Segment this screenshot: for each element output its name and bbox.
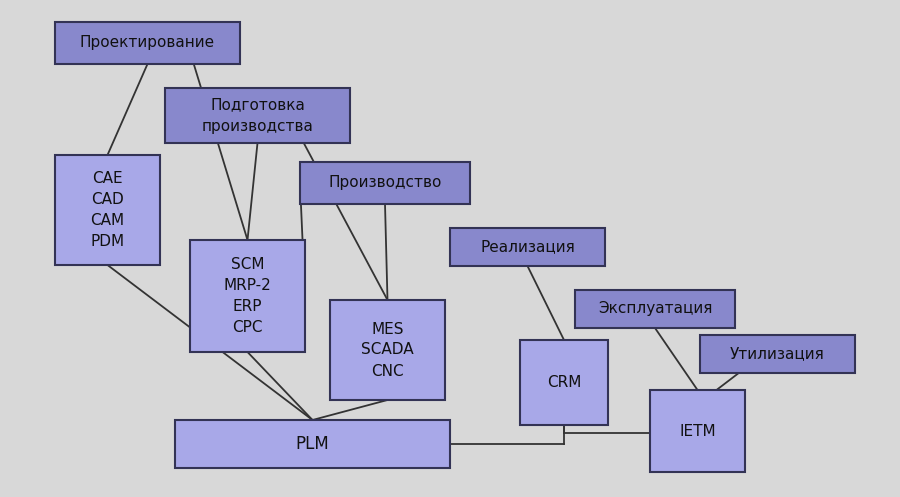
- FancyBboxPatch shape: [330, 300, 445, 400]
- Text: Подготовка
производства: Подготовка производства: [202, 97, 313, 134]
- FancyBboxPatch shape: [450, 228, 605, 266]
- FancyBboxPatch shape: [175, 420, 450, 468]
- FancyBboxPatch shape: [300, 162, 470, 204]
- FancyBboxPatch shape: [55, 155, 160, 265]
- Text: MES
SCADA
CNC: MES SCADA CNC: [361, 322, 414, 379]
- Text: CRM: CRM: [547, 375, 581, 390]
- FancyBboxPatch shape: [165, 88, 350, 143]
- Text: Реализация: Реализация: [480, 240, 575, 254]
- FancyBboxPatch shape: [190, 240, 305, 352]
- FancyBboxPatch shape: [55, 22, 240, 64]
- Text: Производство: Производство: [328, 175, 442, 190]
- FancyBboxPatch shape: [700, 335, 855, 373]
- Text: CAE
CAD
CAM
PDM: CAE CAD CAM PDM: [90, 171, 124, 249]
- Text: Утилизация: Утилизация: [730, 346, 825, 361]
- FancyBboxPatch shape: [520, 340, 608, 425]
- Text: SCM
MRP-2
ERP
CPC: SCM MRP-2 ERP CPC: [223, 257, 272, 335]
- FancyBboxPatch shape: [575, 290, 735, 328]
- Text: IETM: IETM: [680, 423, 716, 438]
- FancyBboxPatch shape: [650, 390, 745, 472]
- Text: PLM: PLM: [295, 435, 329, 453]
- Text: Эксплуатация: Эксплуатация: [598, 302, 712, 317]
- Text: Проектирование: Проектирование: [80, 35, 215, 51]
